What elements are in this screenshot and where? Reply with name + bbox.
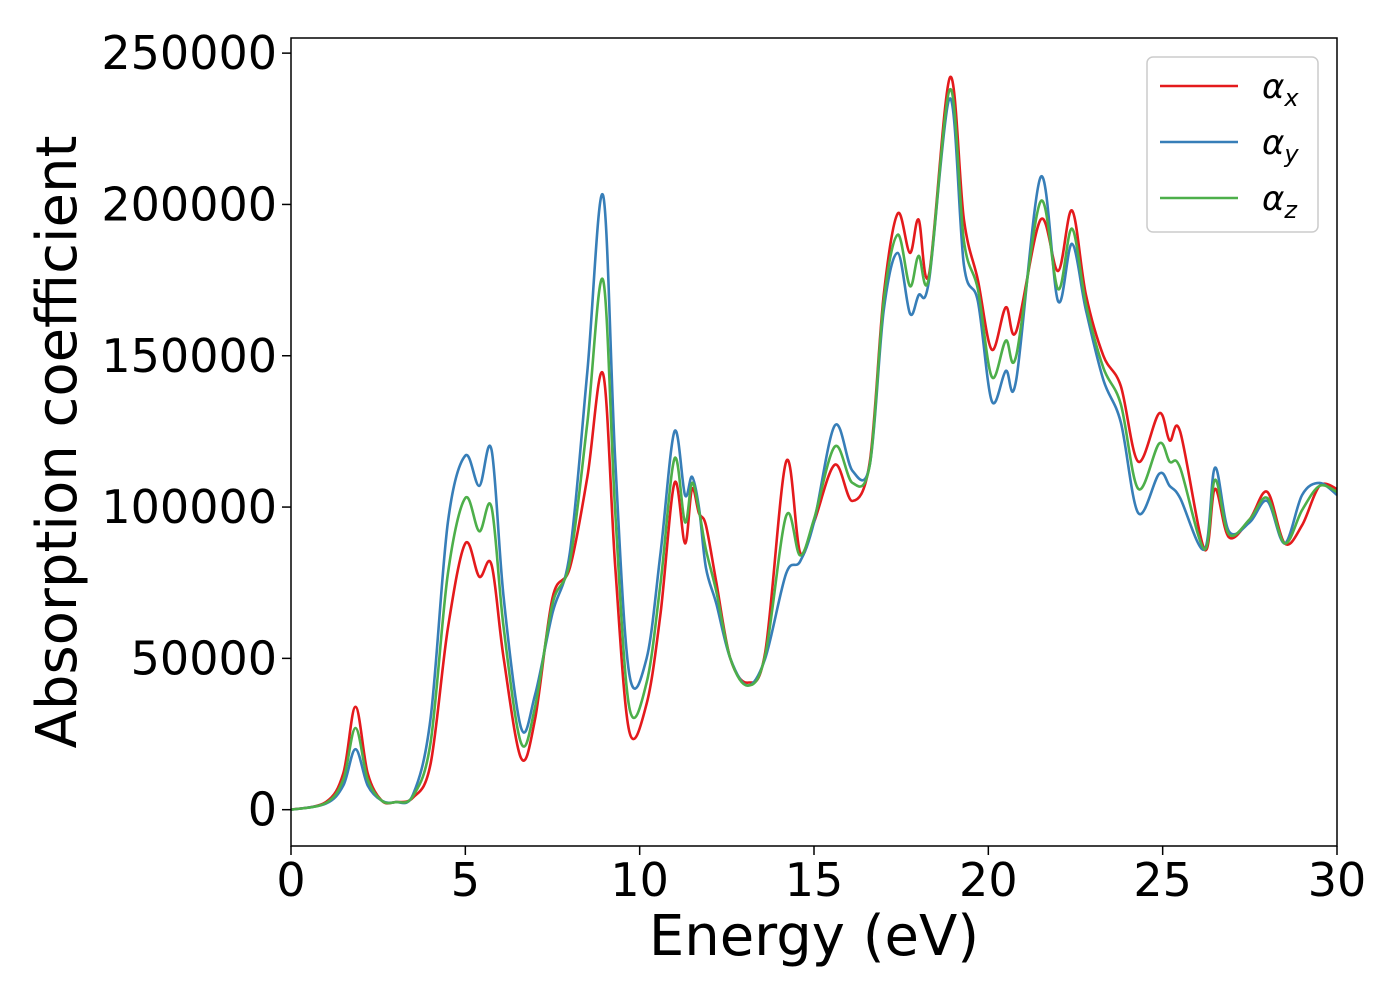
legend-entry-x: αx	[1262, 67, 1299, 112]
legend-entry-z: αz	[1262, 179, 1298, 224]
series-line-z	[290, 88, 1338, 811]
x-tick-label: 15	[785, 853, 844, 907]
x-tick-label: 25	[1133, 853, 1192, 907]
x-tick-label: 5	[451, 853, 480, 907]
x-tick-label: 20	[959, 853, 1018, 907]
y-tick-label: 0	[248, 783, 277, 837]
x-tick-label: 0	[276, 853, 305, 907]
x-axis-label: Energy (eV)	[649, 904, 979, 969]
y-tick-label: 250000	[101, 26, 277, 80]
x-tick-label: 10	[610, 853, 669, 907]
y-tick-label: 150000	[101, 329, 277, 383]
series-line-y	[290, 97, 1338, 811]
y-axis-label: Absorption coefficient	[25, 136, 90, 749]
y-tick-label: 50000	[131, 631, 277, 685]
y-axis: 0 50000 100000 150000 200000 250000	[101, 26, 291, 837]
legend-entry-y: αy	[1262, 123, 1299, 168]
x-axis: 0 5 10 15 20 25 30	[276, 846, 1366, 907]
x-tick-label: 30	[1308, 853, 1367, 907]
series-layer	[290, 75, 1338, 811]
legend-box	[1146, 56, 1319, 233]
y-tick-label: 200000	[101, 177, 277, 231]
y-tick-label: 100000	[101, 480, 277, 534]
legend: αx αy αz	[1146, 56, 1319, 233]
series-line-x	[290, 75, 1338, 811]
